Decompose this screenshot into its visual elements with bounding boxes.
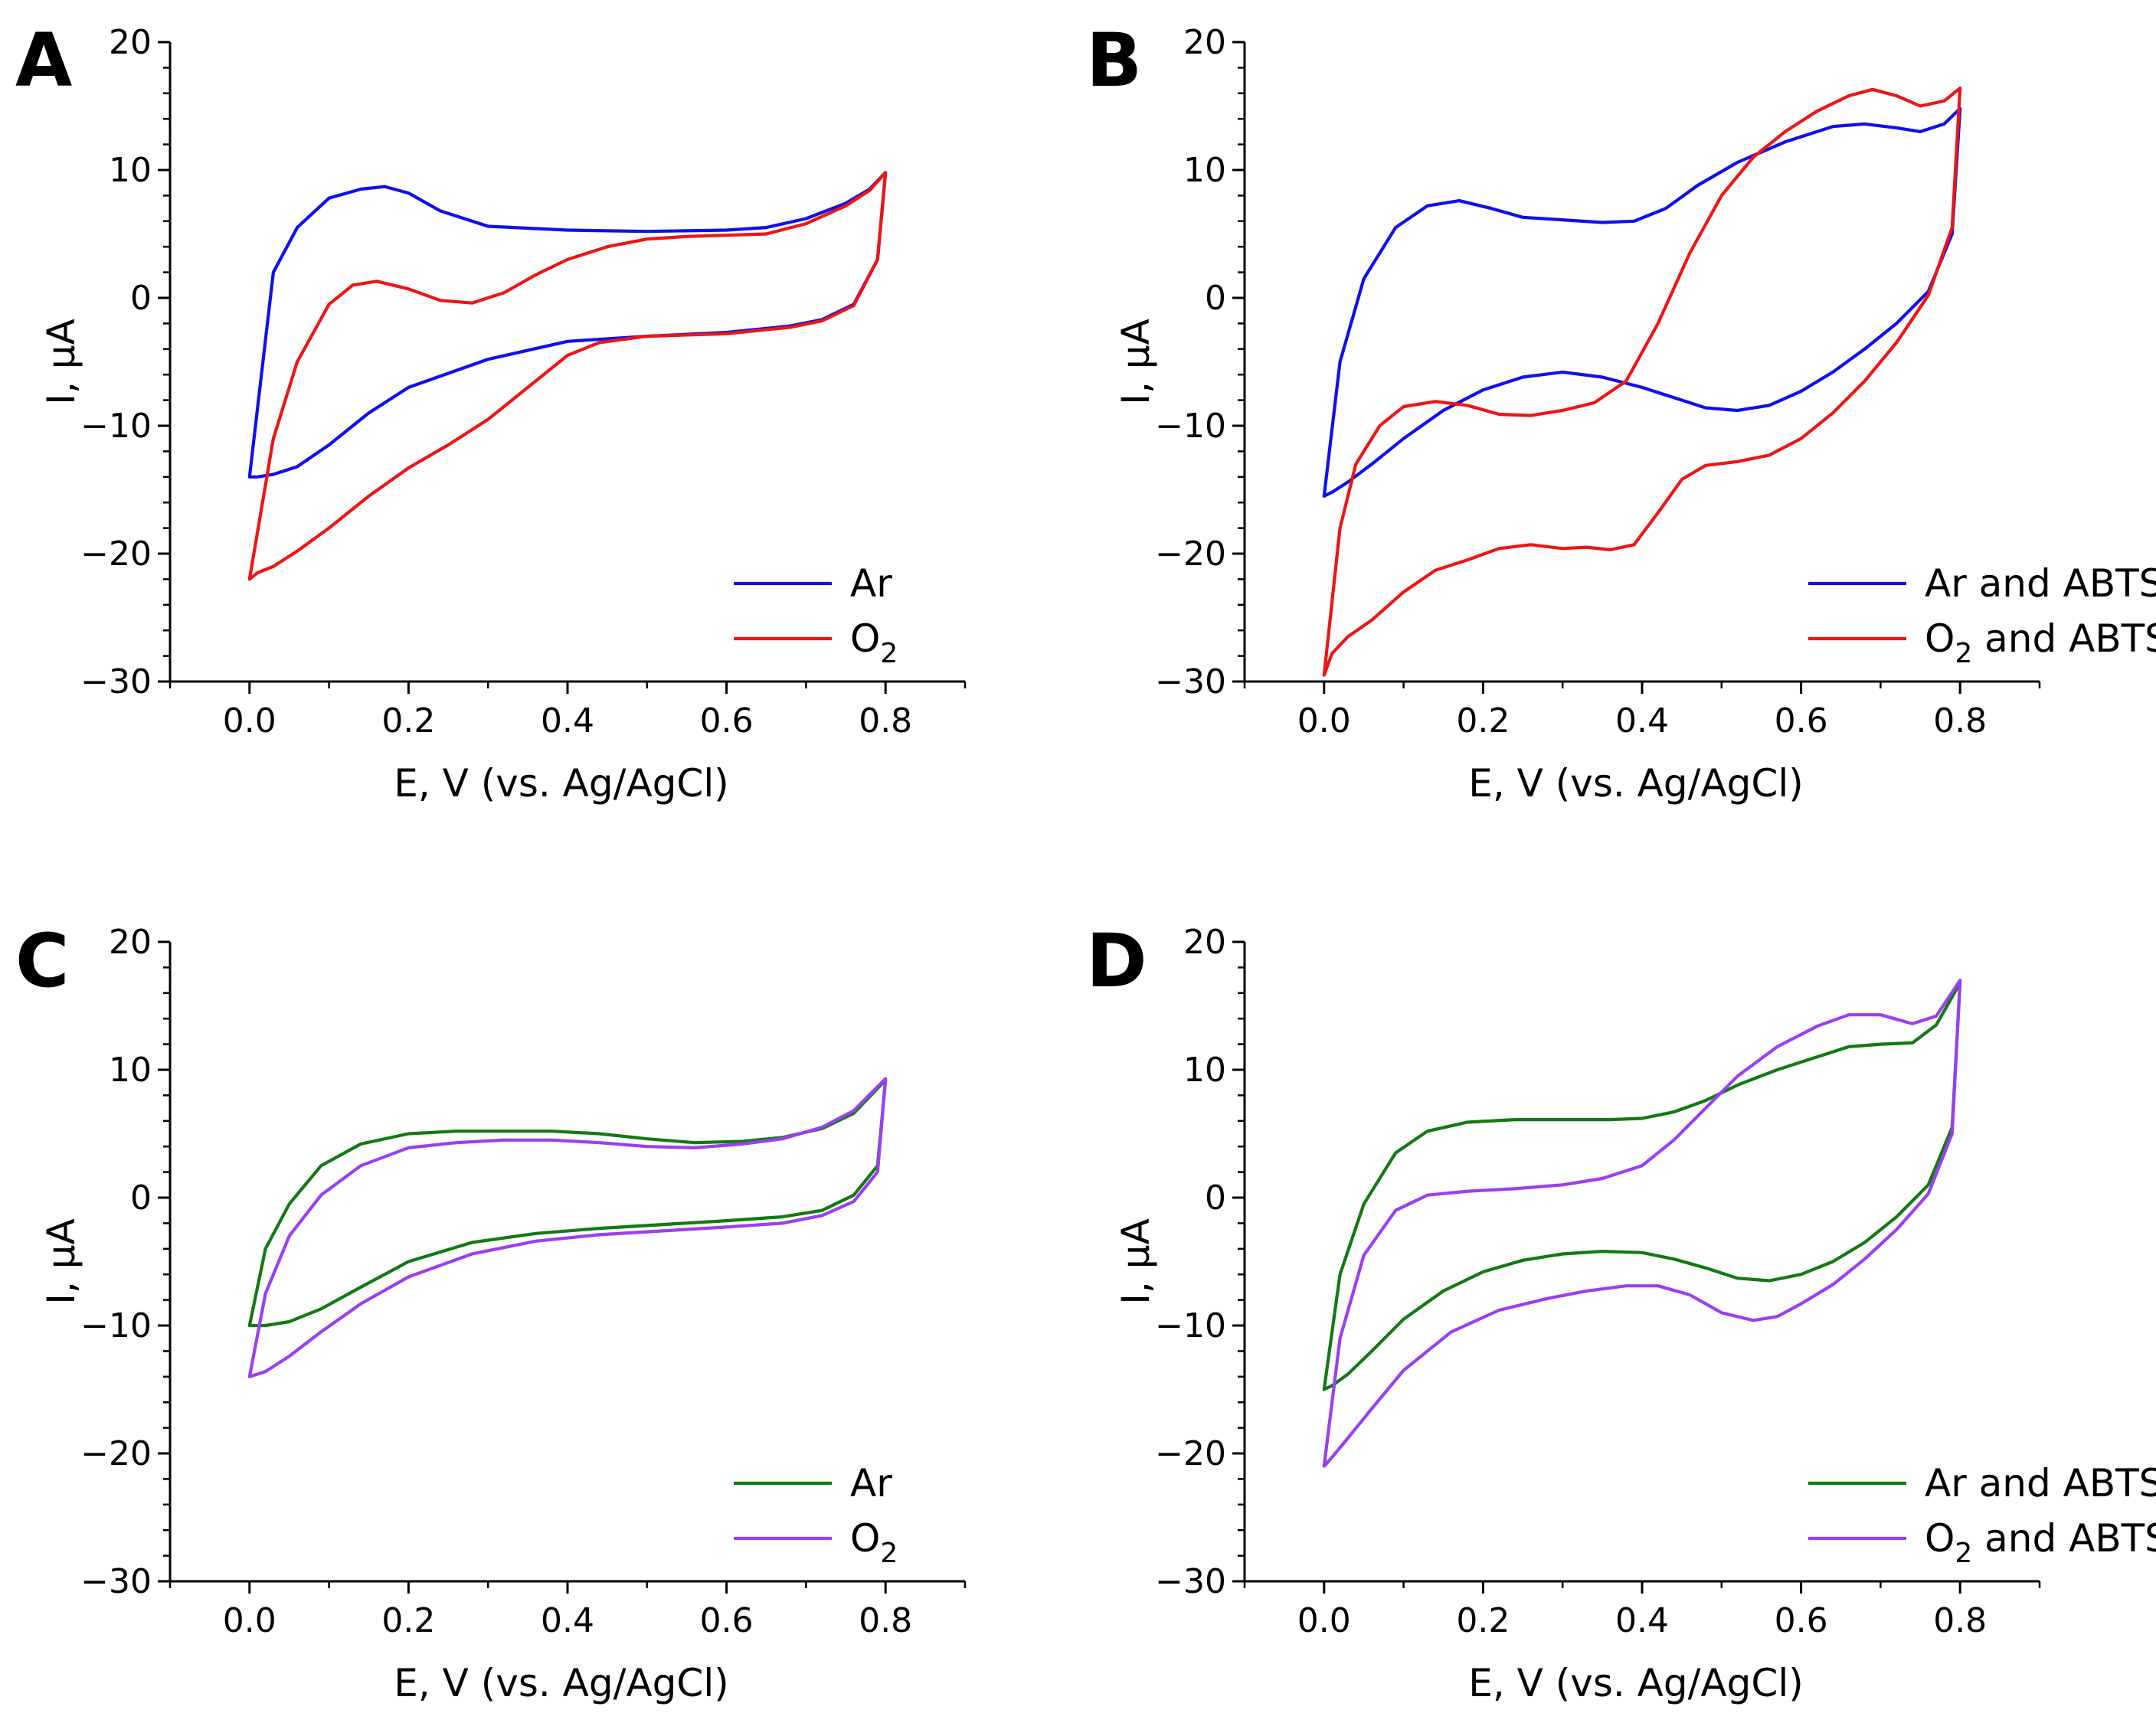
panel-d-letter: D xyxy=(1086,918,1147,1004)
panel-b-y-tick-label: 20 xyxy=(1183,23,1226,62)
panel-c-series-first-line xyxy=(247,1078,888,1328)
panel-a-y-tick-label: 0 xyxy=(130,279,152,318)
panel-c-y-tick-label: 0 xyxy=(130,1179,152,1218)
panel-b-x-tick-label: 0.8 xyxy=(1933,701,1987,740)
panel-a-y-tick-label: 20 xyxy=(109,23,152,62)
panel-b-y-axis-label: I, μA xyxy=(1114,319,1158,405)
panel-b-y-tick-label: −30 xyxy=(1155,662,1226,701)
panel-a-legend-label: O2 xyxy=(850,616,898,669)
panel-b-x-tick-label: 0.4 xyxy=(1615,701,1669,740)
panel-c-legend-label: Ar xyxy=(850,1461,892,1505)
panel-a-legend-label-main: O xyxy=(850,616,880,661)
panel-b-legend-label-rest: and ABTS xyxy=(1972,616,2156,661)
panel-b-y-tick-label: 0 xyxy=(1205,279,1226,318)
panel-c-legend-label: O2 xyxy=(850,1516,898,1569)
panel-b-y-tick-label: 10 xyxy=(1183,151,1226,190)
panel-c-x-tick-label: 0.8 xyxy=(859,1601,912,1640)
panel-d-legend-label-main: O xyxy=(1925,1516,1955,1561)
panel-d-x-tick-label: 0.0 xyxy=(1297,1601,1351,1640)
panel-d-y-tick-label: 0 xyxy=(1205,1179,1226,1218)
panel-c-legend-label-sub: 2 xyxy=(880,1538,898,1569)
panel-d: D 0.0 0.2 0.4 0.6 0.8 −30 −20 −10 0 10 20 E, V (vs. … xyxy=(1086,918,2156,1705)
panel-d-y-axis-label: I, μA xyxy=(1114,1218,1158,1305)
panel-b-legend-label: O2 and ABTS xyxy=(1925,616,2156,669)
panel-a-letter: A xyxy=(15,18,72,103)
panel-c-x-tick-label: 0.4 xyxy=(541,1601,594,1640)
panel-a-x-tick-label: 0.0 xyxy=(223,701,276,740)
panel-d-x-axis-label: E, V (vs. Ag/AgCl) xyxy=(1468,1661,1803,1705)
panel-c-x-axis-label: E, V (vs. Ag/AgCl) xyxy=(394,1661,728,1705)
panel-d-x-tick-label: 0.6 xyxy=(1775,1601,1828,1640)
panel-b-x-axis-label: E, V (vs. Ag/AgCl) xyxy=(1468,761,1803,806)
panel-c-y-tick-label: −30 xyxy=(80,1562,152,1601)
panel-d-x-tick-label: 0.8 xyxy=(1933,1601,1987,1640)
panel-a-y-tick-label: −30 xyxy=(80,662,152,701)
panel-c-x-tick-label: 0.2 xyxy=(381,1601,435,1640)
panel-c-y-tick-label: 10 xyxy=(109,1051,152,1090)
panel-d-y-tick-label: −10 xyxy=(1155,1306,1226,1345)
panel-c-letter: C xyxy=(15,918,69,1004)
panel-a-y-tick-label: −10 xyxy=(80,407,152,446)
panel-c-y-tick-label: −20 xyxy=(80,1434,152,1473)
panel-c-series-second-line xyxy=(247,1077,888,1378)
panel-a-series-second-line xyxy=(247,171,888,581)
panel-b-y-tick-label: −20 xyxy=(1155,534,1226,574)
panel-b-x-tick-label: 0.6 xyxy=(1775,701,1828,740)
panel-a-x-tick-label: 0.4 xyxy=(541,701,594,740)
panel-c-legend-label-main: Ar xyxy=(850,1461,892,1505)
panel-d-legend-label-main: Ar and ABTS xyxy=(1925,1461,2156,1505)
panel-b-legend-label-main: Ar and ABTS xyxy=(1925,561,2156,606)
panel-b-series-first-line xyxy=(1322,106,1962,498)
panel-a-x-axis-label: E, V (vs. Ag/AgCl) xyxy=(394,761,728,806)
panel-b-legend-label-main: O xyxy=(1925,616,1955,661)
panel-a-y-axis-label: I, μA xyxy=(39,319,83,405)
panel-d-y-tick-label: −30 xyxy=(1155,1562,1226,1601)
panel-a-x-tick-label: 0.2 xyxy=(381,701,435,740)
panel-c-y-tick-label: −10 xyxy=(80,1306,152,1345)
panel-c-x-tick-label: 0.0 xyxy=(223,1601,276,1640)
panel-d-y-tick-label: 20 xyxy=(1183,923,1226,962)
panel-a-legend-label-main: Ar xyxy=(850,561,892,606)
panel-a-series-first-line xyxy=(247,171,888,479)
panel-d-legend-label-sub: 2 xyxy=(1955,1538,1972,1569)
panel-d-series-first-line xyxy=(1322,981,1962,1391)
panel-a: A 0.0 0.2 0.4 0.6 0.8 −30 −20 −10 0 10 20 E, V (vs. … xyxy=(15,18,967,806)
panel-c-y-tick-label: 20 xyxy=(109,923,152,962)
panel-b: B 0.0 0.2 0.4 0.6 0.8 −30 −20 −10 0 10 20 E, V (vs. … xyxy=(1086,18,2156,806)
panel-a-x-tick-label: 0.6 xyxy=(700,701,754,740)
panel-d-legend-label: Ar and ABTS xyxy=(1925,1461,2156,1505)
panel-d-series-second-line xyxy=(1322,979,1962,1468)
panel-a-y-tick-label: 10 xyxy=(109,151,152,190)
panel-b-x-tick-label: 0.2 xyxy=(1456,701,1510,740)
panel-d-x-tick-label: 0.4 xyxy=(1615,1601,1669,1640)
panel-a-legend-label-sub: 2 xyxy=(880,638,898,669)
panel-a-y-tick-label: −20 xyxy=(80,534,152,574)
panel-c-x-tick-label: 0.6 xyxy=(700,1601,754,1640)
panel-b-x-tick-label: 0.0 xyxy=(1297,701,1351,740)
panel-d-x-tick-label: 0.2 xyxy=(1456,1601,1510,1640)
panel-a-x-tick-label: 0.8 xyxy=(859,701,912,740)
panel-b-legend-label-sub: 2 xyxy=(1955,638,1972,669)
panel-d-y-tick-label: −20 xyxy=(1155,1434,1226,1473)
panel-a-legend-label: Ar xyxy=(850,561,892,606)
panel-d-y-tick-label: 10 xyxy=(1183,1051,1226,1090)
panel-c: C 0.0 0.2 0.4 0.6 0.8 −30 −20 −10 0 10 20 E, V (vs. … xyxy=(15,918,967,1705)
panel-d-legend-label: O2 and ABTS xyxy=(1925,1516,2156,1569)
panel-b-series-second-line xyxy=(1322,87,1962,677)
panel-d-legend-label-rest: and ABTS xyxy=(1972,1516,2156,1561)
panel-b-letter: B xyxy=(1086,18,1142,103)
panel-b-legend-label: Ar and ABTS xyxy=(1925,561,2156,606)
panel-c-y-axis-label: I, μA xyxy=(39,1218,83,1305)
panel-c-legend-label-main: O xyxy=(850,1516,880,1561)
panel-b-y-tick-label: −10 xyxy=(1155,407,1226,446)
